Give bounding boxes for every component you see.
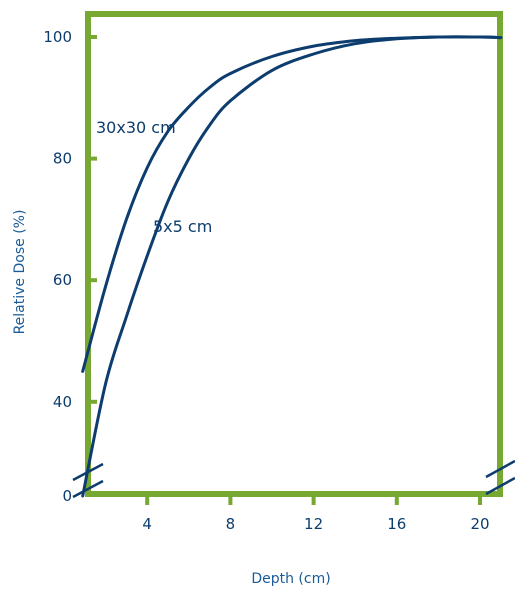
y-tick-label-80: 80 (53, 150, 72, 168)
series-label-5x5: 5x5 cm (153, 217, 212, 236)
x-tick-label-16: 16 (387, 515, 406, 533)
y-tick-label-100: 100 (43, 28, 72, 46)
axis-break-right (485, 459, 515, 496)
x-tick-label-12: 12 (304, 515, 323, 533)
x-axis-title: Depth (cm) (251, 571, 330, 587)
series-line-1 (81, 35, 503, 498)
series-lines (81, 35, 503, 498)
y-axis-ticks: 0 40 60 80 100 (43, 28, 97, 505)
series-label-30x30: 30x30 cm (96, 118, 176, 137)
series-line-0 (81, 35, 503, 373)
y-axis-title: Relative Dose (%) (12, 210, 28, 335)
y-tick-label-60: 60 (53, 271, 72, 289)
x-tick-label-8: 8 (226, 515, 236, 533)
x-tick-label-4: 4 (142, 515, 152, 533)
y-tick-label-40: 40 (53, 393, 72, 411)
x-tick-label-20: 20 (470, 515, 489, 533)
x-axis-ticks: 4 8 12 16 20 (142, 497, 490, 533)
axis-break-left (72, 462, 104, 499)
plot-frame (85, 11, 503, 497)
y-tick-label-0: 0 (62, 487, 72, 505)
